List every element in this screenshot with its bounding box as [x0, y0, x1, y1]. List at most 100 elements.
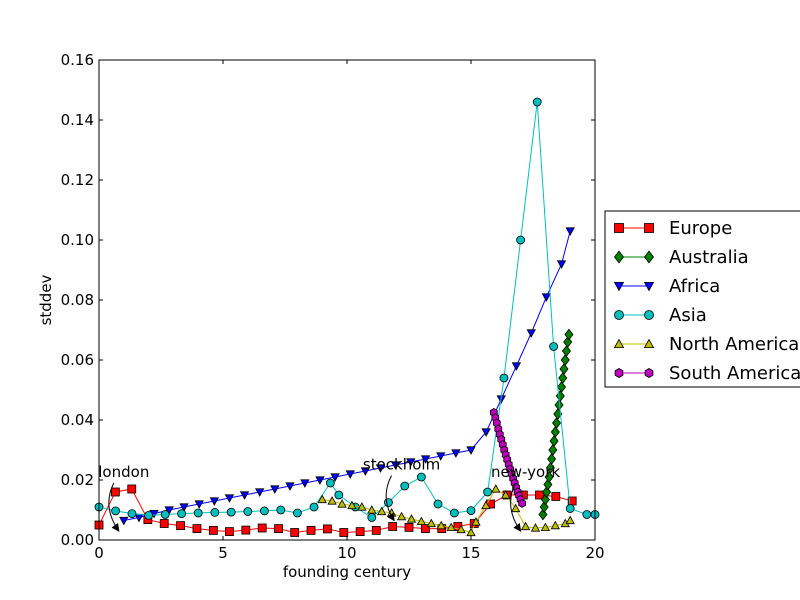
data-point [285, 482, 295, 491]
y-axis-label: stddev [37, 274, 55, 325]
data-point [499, 373, 509, 383]
data-point [384, 498, 393, 507]
data-point [511, 362, 522, 371]
data-point [224, 494, 235, 503]
data-point [119, 516, 129, 526]
legend-marker [613, 338, 625, 349]
data-point [377, 506, 387, 516]
legend-marker [613, 281, 625, 292]
series-north-america [317, 484, 575, 537]
data-point [179, 503, 189, 512]
data-point [436, 520, 446, 530]
data-point [210, 508, 220, 517]
y-tick-label: 0.16 [61, 51, 94, 69]
legend: Europe Australia Africa Asia North America So… [604, 210, 800, 388]
data-point [449, 508, 459, 518]
y-tick-label: 0.06 [61, 351, 94, 369]
data-point [276, 505, 286, 515]
data-point [144, 511, 154, 520]
legend-marker [614, 223, 624, 233]
legend-box [604, 210, 800, 388]
data-point [260, 506, 269, 516]
annotation: stockholm [363, 456, 440, 522]
annotation-label: london [98, 463, 149, 481]
data-point [559, 363, 569, 375]
data-point [160, 510, 170, 519]
data-point [544, 471, 554, 483]
y-tick-label: 0.10 [61, 231, 94, 249]
data-point [347, 500, 357, 510]
data-point [177, 509, 186, 518]
data-point [323, 524, 332, 534]
legend-label: Europe [669, 218, 732, 239]
data-point [550, 426, 560, 438]
data-point [309, 502, 319, 512]
data-point [560, 354, 570, 366]
data-point [538, 508, 548, 521]
data-point [550, 520, 560, 530]
data-point [542, 486, 552, 498]
data-point [563, 336, 573, 348]
legend-entry: Europe [614, 218, 732, 239]
data-point [337, 499, 347, 508]
data-point [433, 499, 443, 509]
data-point [564, 328, 574, 341]
data-point [481, 428, 491, 437]
data-point [466, 446, 476, 455]
data-point [192, 524, 202, 533]
data-point [375, 464, 386, 473]
x-tick-label: 0 [94, 544, 104, 562]
data-point [516, 235, 525, 245]
data-point [194, 500, 204, 509]
data-point [501, 490, 511, 499]
data-point [339, 528, 349, 537]
data-point [557, 381, 567, 393]
data-point [510, 503, 521, 513]
annotation-arrow [510, 482, 522, 532]
x-tick-label: 15 [461, 544, 480, 562]
data-point [371, 526, 381, 535]
data-point [466, 506, 476, 516]
data-point [255, 488, 265, 497]
data-point [226, 507, 236, 517]
data-point [241, 525, 251, 535]
data-point [176, 521, 185, 530]
legend-entry: Australia [613, 247, 749, 268]
x-tick-label: 10 [337, 544, 356, 562]
data-point [554, 399, 564, 411]
data-point [345, 470, 355, 479]
legend-entry: North America [613, 334, 799, 355]
data-point [396, 511, 407, 521]
data-point [404, 523, 414, 532]
annotation-arrow [385, 475, 395, 522]
legend-entry: South America [614, 363, 800, 384]
legend-label: South America [669, 363, 800, 384]
data-point [541, 293, 552, 302]
data-point [315, 476, 325, 485]
x-tick-label: 20 [585, 544, 604, 562]
legend-entry: Asia [614, 305, 707, 326]
data-point [549, 342, 558, 351]
annotation: london [98, 463, 149, 532]
data-point [456, 524, 466, 534]
data-point [306, 526, 316, 535]
data-point [357, 502, 367, 511]
data-point [446, 522, 456, 531]
legend-entry: Africa [613, 276, 720, 297]
data-point [466, 527, 476, 537]
data-point [193, 508, 203, 518]
plot-background [99, 60, 595, 540]
data-point [549, 435, 559, 447]
data-point [518, 498, 526, 508]
data-point [535, 490, 544, 500]
data-point [552, 417, 562, 429]
data-point [164, 506, 174, 515]
data-point [520, 521, 531, 531]
data-point [548, 444, 558, 456]
data-point [545, 462, 555, 474]
y-tick-label: 0.12 [61, 171, 94, 189]
data-point [208, 526, 218, 535]
tick-layer: 0 5 10 15 20 0.00 0.02 0.04 0.06 0.08 0.10 0.12 0.14… [61, 51, 605, 562]
data-point [556, 260, 567, 269]
data-point [420, 455, 431, 464]
